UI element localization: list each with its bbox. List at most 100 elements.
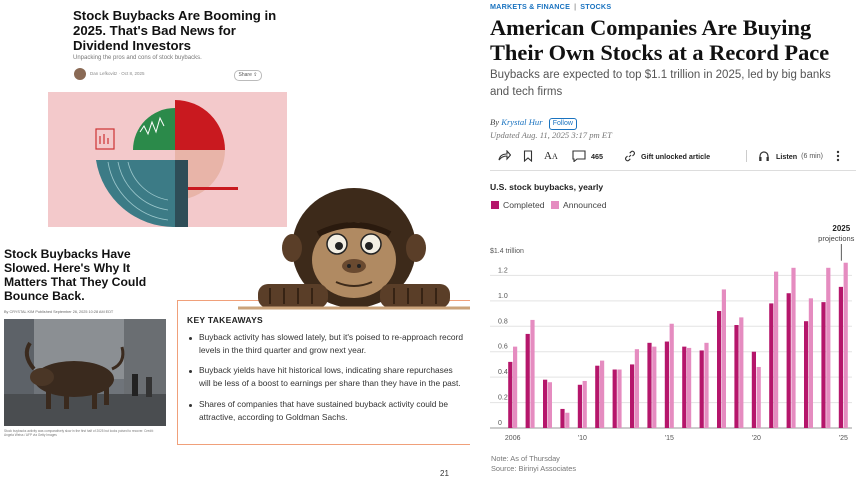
subcategory-link[interactable]: STOCKS	[580, 2, 612, 11]
y-unit-label: $1.4 trillion	[490, 248, 524, 255]
y-tick-label: 0.8	[498, 318, 508, 325]
bar-completed	[525, 333, 530, 428]
article1-subtitle: Unpacking the pros and cons of stock buy…	[73, 55, 202, 61]
gorilla-illustration	[238, 182, 470, 310]
dek: Buybacks are expected to top $1.1 trilli…	[490, 69, 831, 98]
bar-announced	[565, 412, 570, 428]
article1-title[interactable]: Stock Buybacks Are Booming in 2025. That…	[73, 8, 277, 53]
bar-completed	[664, 341, 669, 428]
bar-completed	[577, 384, 582, 428]
bar-announced	[826, 267, 831, 428]
bar-completed	[838, 286, 843, 428]
bar-completed	[682, 346, 687, 428]
bar-announced	[617, 369, 622, 428]
chart-note: Note: As of Thursday	[491, 454, 560, 463]
bar-completed	[804, 321, 809, 428]
y-tick-label: 0	[498, 420, 502, 427]
share-button[interactable]: Share ⇪	[234, 70, 262, 81]
headphones-icon	[759, 151, 769, 161]
legend-announced: Announced	[551, 200, 607, 210]
category-link[interactable]: MARKETS & FINANCE	[490, 2, 571, 11]
y-tick-label: 0.6	[498, 344, 508, 351]
y-tick-label: 1.0	[498, 293, 508, 300]
comment-icon	[572, 150, 586, 162]
follow-button[interactable]: Follow	[548, 118, 577, 130]
bar-announced	[513, 346, 518, 428]
article2-meta: By CRYSTAL KIM Published September 26, 2…	[4, 310, 114, 314]
author-link[interactable]: Krystal Hur	[501, 117, 543, 127]
gift-label: Gift unlocked article	[641, 151, 711, 161]
annotation-year: 2025	[832, 224, 850, 233]
y-tick-label: 1.2	[498, 267, 508, 274]
share-icon[interactable]	[498, 149, 511, 163]
headline: American Companies Are Buying Their Own …	[490, 15, 830, 65]
bar-announced	[652, 346, 657, 428]
bar-announced	[721, 289, 726, 428]
article1-meta: Dan Lefkovitz · Oct 8, 2025	[90, 71, 145, 76]
legend-label-completed: Completed	[503, 200, 545, 210]
bar-completed	[769, 303, 774, 428]
comment-count: 465	[591, 151, 603, 161]
bar-announced	[791, 267, 796, 428]
bar-announced	[669, 323, 674, 428]
share-label: Share	[238, 72, 252, 78]
bar-completed	[699, 350, 704, 428]
bar-announced	[739, 317, 744, 428]
comments-button[interactable]: 465	[572, 149, 603, 163]
legend-label-announced: Announced	[563, 200, 607, 210]
updated-timestamp: Updated Aug. 11, 2025 3:17 pm ET	[490, 130, 612, 140]
bar-completed	[717, 311, 722, 428]
bar-completed	[543, 379, 548, 428]
wall-street-bull-photo	[4, 319, 166, 426]
toolbar-divider	[746, 150, 747, 162]
x-tick-label: 2006	[505, 435, 521, 442]
article2-title[interactable]: Stock Buybacks Have Slowed. Here's Why I…	[4, 247, 147, 303]
more-options-icon[interactable]	[836, 149, 840, 163]
listen-label: Listen	[776, 151, 798, 161]
bar-announced	[687, 347, 692, 428]
bar-completed	[786, 293, 791, 428]
bar-announced	[704, 342, 709, 428]
y-tick-label: 0.4	[498, 369, 508, 376]
key-takeaways-title: KEY TAKEAWAYS	[187, 315, 264, 325]
bar-announced	[600, 360, 605, 428]
article1-illustration	[48, 92, 287, 227]
x-tick-label: '20	[752, 435, 761, 442]
byline-prefix: By	[490, 117, 500, 127]
bullet-icon	[189, 370, 192, 373]
x-tick-label: '10	[578, 435, 587, 442]
bar-completed	[647, 342, 652, 428]
byline: By Krystal Hur Follow	[490, 117, 577, 130]
takeaway-item: Buyback yields have hit historical lows,…	[199, 365, 461, 388]
bar-announced	[843, 262, 848, 428]
bullet-icon	[189, 337, 192, 340]
category-breadcrumb: MARKETS & FINANCE | STOCKS	[490, 2, 612, 11]
takeaway-item: Shares of companies that have sustained …	[199, 399, 449, 422]
bar-announced	[808, 298, 813, 428]
legend-completed: Completed	[491, 200, 545, 210]
y-tick-label: 0.2	[498, 395, 508, 402]
bar-announced	[582, 380, 587, 428]
link-icon	[625, 150, 635, 162]
buybacks-bar-chart: 0 0.2 0.4 0.6 0.8 1.0 1.2 $1.4 trillion 2006 '10 '…	[490, 224, 855, 442]
bar-completed	[734, 325, 739, 428]
annotation-label: projections	[818, 234, 855, 243]
gift-article-button[interactable]: Gift unlocked article	[624, 149, 710, 163]
x-tick-label: '25	[839, 435, 848, 442]
bar-announced	[547, 382, 552, 428]
bar-completed	[508, 361, 513, 428]
key-takeaways-box	[177, 300, 470, 445]
bookmark-icon[interactable]	[523, 149, 533, 163]
bar-announced	[634, 349, 639, 428]
listen-button[interactable]: Listen (6 min)	[758, 149, 823, 163]
bar-completed	[595, 365, 600, 428]
bar-completed	[821, 302, 826, 428]
bar-completed	[751, 351, 756, 428]
x-tick-label: '15	[665, 435, 674, 442]
legend-swatch-completed	[491, 201, 499, 209]
chart-title: U.S. stock buybacks, yearly	[490, 182, 604, 192]
chart-source: Source: Birinyi Associates	[491, 464, 577, 473]
bullet-icon	[189, 404, 192, 407]
takeaway-item: Buyback activity has slowed lately, but …	[199, 332, 463, 355]
